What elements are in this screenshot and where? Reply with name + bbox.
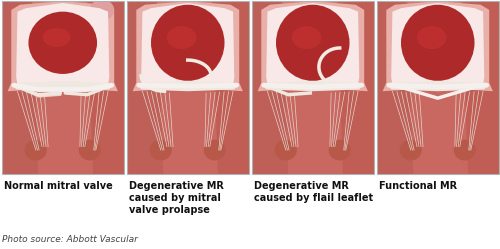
Bar — [2, 1, 124, 174]
Ellipse shape — [43, 28, 70, 47]
Polygon shape — [266, 3, 360, 84]
Polygon shape — [382, 1, 493, 91]
Polygon shape — [391, 3, 484, 84]
Text: Functional MR: Functional MR — [379, 181, 457, 190]
Bar — [126, 1, 249, 174]
Ellipse shape — [400, 140, 422, 160]
Ellipse shape — [167, 26, 196, 49]
Bar — [376, 1, 499, 174]
Ellipse shape — [204, 140, 226, 160]
Polygon shape — [2, 1, 38, 174]
Polygon shape — [16, 3, 110, 84]
Ellipse shape — [401, 5, 474, 81]
Polygon shape — [337, 1, 374, 174]
Polygon shape — [462, 1, 499, 174]
Polygon shape — [14, 81, 112, 91]
Polygon shape — [8, 1, 118, 91]
Polygon shape — [212, 1, 249, 174]
Polygon shape — [88, 1, 124, 174]
Bar — [2, 1, 124, 174]
Bar — [252, 79, 374, 174]
Bar — [376, 1, 499, 174]
Ellipse shape — [417, 26, 446, 49]
Polygon shape — [258, 1, 368, 91]
Ellipse shape — [150, 140, 172, 160]
Ellipse shape — [454, 140, 475, 160]
Bar — [126, 79, 249, 174]
Ellipse shape — [151, 5, 224, 81]
Polygon shape — [132, 1, 243, 91]
Ellipse shape — [276, 5, 349, 81]
Bar — [252, 1, 374, 174]
Polygon shape — [141, 3, 234, 84]
Text: Degenerative MR
caused by flail leaflet: Degenerative MR caused by flail leaflet — [254, 181, 373, 203]
Ellipse shape — [275, 140, 297, 160]
Polygon shape — [264, 81, 362, 91]
Text: Normal mitral valve: Normal mitral valve — [4, 181, 113, 190]
Polygon shape — [376, 1, 413, 174]
Text: Photo source: Abbott Vascular: Photo source: Abbott Vascular — [2, 235, 138, 244]
Bar — [2, 79, 124, 174]
Bar — [376, 79, 499, 174]
Ellipse shape — [28, 12, 97, 74]
Polygon shape — [252, 1, 288, 174]
Polygon shape — [126, 1, 163, 174]
Polygon shape — [139, 81, 237, 91]
Bar — [252, 1, 374, 174]
Ellipse shape — [78, 140, 100, 160]
Ellipse shape — [292, 26, 322, 49]
Ellipse shape — [328, 140, 350, 160]
Bar — [126, 1, 249, 174]
Polygon shape — [389, 81, 487, 91]
Ellipse shape — [90, 0, 114, 20]
Text: Degenerative MR
caused by mitral
valve prolapse: Degenerative MR caused by mitral valve p… — [129, 181, 224, 215]
Ellipse shape — [25, 140, 47, 160]
